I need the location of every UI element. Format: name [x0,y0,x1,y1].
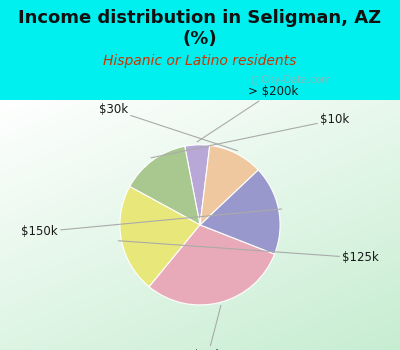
Text: $10k: $10k [151,113,349,158]
Text: (%): (%) [183,30,217,48]
Text: > $200k: > $200k [197,85,298,142]
Text: $150k: $150k [21,209,282,238]
Text: ⓘ City-Data.com: ⓘ City-Data.com [252,75,331,85]
Text: $20k: $20k [193,305,223,350]
Wedge shape [149,225,274,305]
Text: $30k: $30k [99,103,238,151]
Text: $125k: $125k [118,241,379,264]
Text: Hispanic or Latino residents: Hispanic or Latino residents [103,54,297,68]
Wedge shape [130,146,200,225]
Wedge shape [185,145,210,225]
Text: Income distribution in Seligman, AZ: Income distribution in Seligman, AZ [18,9,382,27]
Wedge shape [200,145,258,225]
Wedge shape [120,187,200,287]
Wedge shape [200,170,280,254]
